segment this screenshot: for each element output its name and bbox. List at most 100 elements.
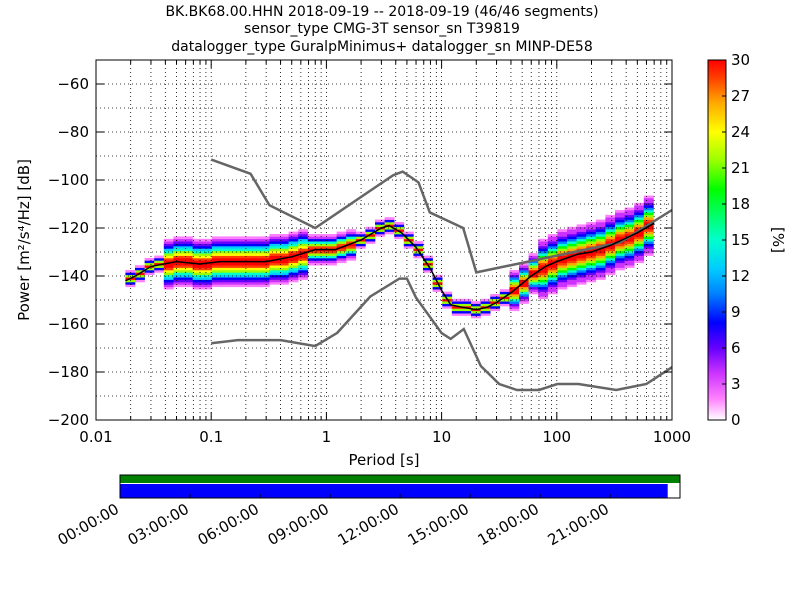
heatmap-cell: [528, 277, 539, 280]
heatmap-cell: [231, 255, 241, 259]
heatmap-cell: [557, 250, 568, 254]
heatmap-cell: [567, 234, 577, 237]
heatmap-cell: [615, 210, 625, 213]
heatmap-cell: [538, 289, 549, 292]
heatmap-cell: [173, 270, 184, 273]
heatmap-cell: [567, 267, 577, 271]
heatmap-cell: [288, 248, 299, 252]
heatmap-cell: [615, 231, 625, 235]
heatmap-cell: [567, 238, 577, 242]
heatmap-cell: [298, 255, 309, 259]
time-tick-label: 09:00:00: [265, 500, 332, 549]
heatmap-cell: [183, 265, 193, 268]
heatmap-cell: [576, 258, 587, 261]
heatmap-cell: [538, 284, 549, 288]
heatmap-cell: [317, 260, 328, 264]
heatmap-cell: [519, 282, 529, 285]
heatmap-cell: [163, 241, 174, 244]
heatmap-cell: [547, 241, 558, 244]
heatmap-cell: [432, 277, 443, 280]
heatmap-cell: [643, 229, 654, 232]
heatmap-cell: [336, 258, 347, 261]
heatmap-cell: [250, 267, 261, 271]
heatmap-cell: [394, 222, 405, 225]
heatmap-cell: [557, 270, 568, 273]
heatmap-cell: [557, 231, 568, 235]
heatmap-cell: [471, 306, 481, 309]
heatmap-cell: [528, 286, 539, 290]
heatmap-cell: [173, 279, 184, 283]
heatmap-cell: [231, 284, 241, 288]
heatmap-cell: [442, 301, 453, 304]
heatmap-cell: [634, 210, 645, 213]
heatmap-cell: [480, 303, 491, 307]
heatmap-cell: [547, 246, 558, 249]
time-tick-label: 06:00:00: [195, 500, 262, 549]
heatmap-cell: [327, 250, 337, 254]
heatmap-cell: [547, 277, 558, 280]
heatmap-cell: [576, 234, 587, 237]
heatmap-cell: [327, 236, 337, 240]
heatmap-cell: [519, 265, 529, 268]
heatmap-cell: [615, 248, 625, 252]
heatmap-cell: [211, 267, 222, 271]
heatmap-cell: [259, 253, 270, 256]
heatmap-cell: [615, 234, 625, 237]
heatmap-cell: [279, 234, 289, 237]
x-axis-ticks: 0.01 0.1 1 10 100 1000: [79, 60, 691, 446]
heatmap-cell: [288, 241, 299, 244]
heatmap-cell: [567, 277, 577, 280]
heatmap-cell: [605, 246, 616, 249]
heatmap-cell: [615, 250, 625, 254]
heatmap-cell: [538, 262, 549, 266]
heatmap-cell: [461, 301, 472, 304]
heatmap-cell: [221, 262, 232, 266]
heatmap-cell: [519, 291, 529, 295]
heatmap-cell: [624, 241, 635, 244]
heatmap-cell: [557, 262, 568, 266]
heatmap-cell: [624, 231, 635, 235]
heatmap-cell: [346, 255, 357, 259]
heatmap-cell: [595, 265, 606, 268]
heatmap-cell: [586, 265, 597, 268]
heatmap-cell: [586, 229, 597, 232]
heatmap-cell: [403, 246, 414, 249]
heatmap-cell: [288, 238, 299, 242]
heatmap-cell: [605, 217, 616, 220]
heatmap-cell: [547, 262, 558, 266]
heatmap-cell: [576, 270, 587, 273]
heatmap-cell: [327, 255, 337, 259]
heatmap-cell: [192, 272, 203, 276]
heatmap-cell: [557, 236, 568, 240]
heatmap-cell: [231, 262, 241, 266]
heatmap-cell: [605, 253, 616, 256]
coverage-data-strip: [120, 484, 668, 498]
heatmap-cell: [605, 260, 616, 264]
heatmap-cell: [576, 243, 587, 247]
heatmap-cell: [163, 284, 174, 288]
heatmap-cell: [519, 301, 529, 304]
x-tick-label: 0.01: [79, 428, 112, 446]
heatmap-cell: [528, 260, 539, 264]
heatmap-cell: [490, 308, 501, 312]
heatmap-cell: [567, 226, 577, 230]
heatmap-cell: [307, 238, 318, 242]
low-noise-model-line: [211, 277, 673, 392]
heatmap-cell: [605, 238, 616, 242]
heatmap-cell: [480, 313, 491, 316]
heatmap-cell: [605, 262, 616, 266]
heatmap-cell: [183, 248, 193, 252]
heatmap-cell: [499, 303, 510, 307]
heatmap-cell: [519, 277, 529, 280]
heatmap-cell: [250, 253, 261, 256]
heatmap-cell: [423, 270, 433, 273]
heatmap-cell: [586, 258, 597, 261]
heatmap-cell: [471, 313, 481, 316]
heatmap-cell: [327, 238, 337, 242]
heatmap-cell: [192, 274, 203, 278]
heatmap-cell: [279, 265, 289, 268]
heatmap-cell: [538, 272, 549, 276]
heatmap-cell: [355, 234, 366, 237]
heatmap-cell: [557, 234, 568, 237]
heatmap-cell: [269, 260, 280, 264]
